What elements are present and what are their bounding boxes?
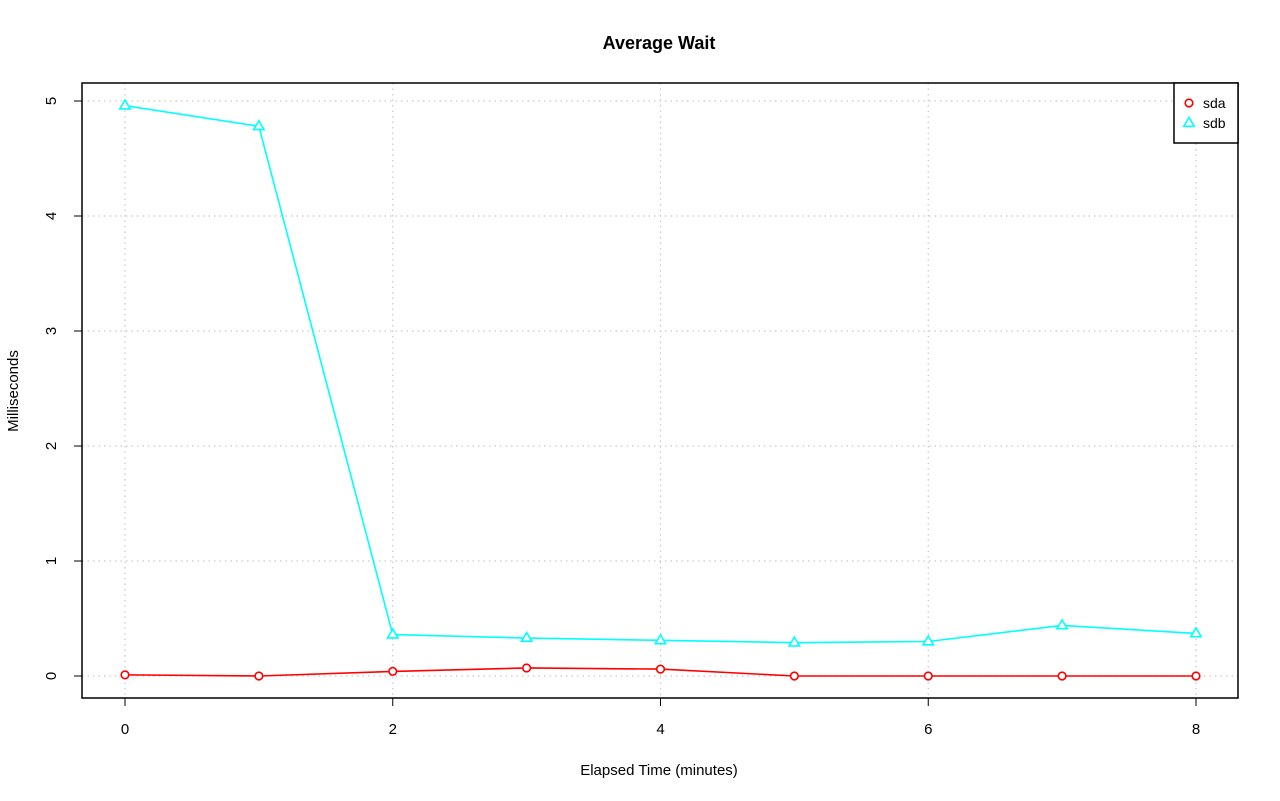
y-tick-label: 3 bbox=[43, 327, 60, 335]
series bbox=[118, 98, 1203, 681]
data-point-sdb bbox=[1055, 618, 1069, 630]
data-point-sda bbox=[522, 663, 532, 673]
data-point-sda bbox=[1191, 671, 1201, 681]
legend-marker-sda bbox=[1184, 98, 1194, 108]
data-point-sda bbox=[1057, 671, 1067, 681]
data-point-sdb bbox=[653, 633, 668, 645]
chart-title: Average Wait bbox=[603, 33, 716, 53]
data-point-sdb bbox=[519, 630, 534, 643]
axes: 0 2 4 6 8 0 1 2 3 4 5 bbox=[43, 97, 1200, 738]
data-point-sda bbox=[120, 670, 130, 680]
series-sda bbox=[120, 663, 1201, 681]
data-point-sdb bbox=[921, 634, 935, 646]
x-tick-label: 4 bbox=[656, 721, 664, 738]
data-point-sda bbox=[388, 666, 398, 677]
x-tick-label: 2 bbox=[389, 721, 397, 738]
data-point-sdb bbox=[386, 627, 400, 639]
y-tick-label: 0 bbox=[43, 672, 60, 680]
grid bbox=[82, 83, 1238, 698]
data-point-sda bbox=[254, 671, 264, 681]
legend-label-sdb: sdb bbox=[1203, 115, 1226, 131]
legend-label-sda: sda bbox=[1203, 95, 1226, 111]
y-axis-label: Milliseconds bbox=[5, 350, 22, 432]
data-point-sda bbox=[789, 671, 799, 681]
data-point-sdb bbox=[252, 119, 266, 131]
y-tick-label: 2 bbox=[43, 442, 60, 450]
legend-box bbox=[1173, 82, 1239, 144]
x-tick-label: 0 bbox=[121, 721, 129, 738]
x-tick-label: 8 bbox=[1192, 721, 1200, 738]
data-point-sdb bbox=[787, 635, 802, 647]
legend-marker-sdb bbox=[1182, 115, 1196, 128]
y-tick-label: 4 bbox=[43, 212, 60, 220]
x-axis-label: Elapsed Time (minutes) bbox=[580, 762, 738, 779]
data-point-sda bbox=[655, 664, 666, 674]
data-point-sda bbox=[923, 671, 933, 681]
series-sdb bbox=[118, 98, 1203, 647]
data-point-sdb bbox=[118, 98, 132, 110]
x-tick-label: 6 bbox=[924, 721, 932, 738]
y-tick-label: 5 bbox=[43, 97, 60, 105]
legend: sda sdb bbox=[1173, 82, 1239, 144]
data-point-sdb bbox=[1189, 626, 1203, 638]
y-tick-label: 1 bbox=[43, 557, 60, 565]
